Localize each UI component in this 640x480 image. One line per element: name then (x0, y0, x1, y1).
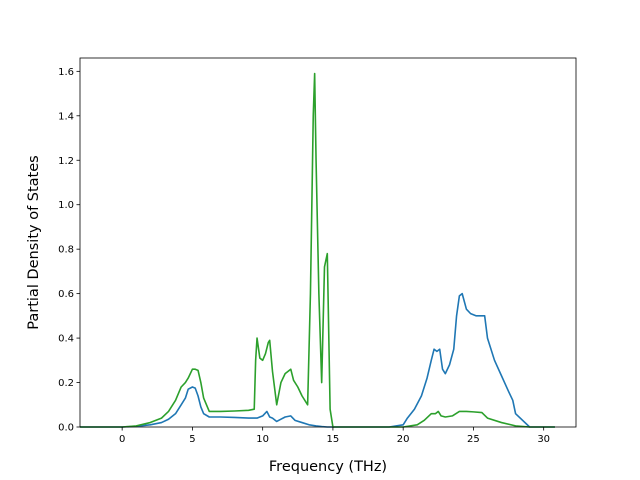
y-tick-label: 1.0 (58, 200, 74, 211)
x-tick-label: 30 (537, 434, 550, 445)
y-tick-label: 0.6 (58, 289, 74, 300)
series-line-1 (80, 292, 555, 428)
y-axis: 0.0 0.2 0.4 0.6 0.8 1.0 1.2 1.4 1.6 (58, 67, 80, 434)
y-tick-label: 0.4 (58, 334, 74, 345)
x-axis-label: Frequency (THz) (269, 459, 387, 475)
y-tick-label: 0.0 (58, 423, 74, 434)
plot-area (80, 72, 555, 428)
y-axis-label: Partial Density of States (26, 155, 42, 329)
y-tick-label: 1.2 (58, 156, 74, 167)
x-axis: 0 5 10 15 20 25 30 (119, 427, 550, 445)
y-tick-label: 0.8 (58, 245, 74, 256)
axes-frame (79, 57, 577, 428)
y-tick-label: 1.4 (58, 111, 74, 122)
x-tick-label: 25 (467, 434, 480, 445)
x-tick-label: 5 (189, 434, 195, 445)
y-tick-label: 1.6 (58, 67, 74, 78)
x-tick-label: 15 (327, 434, 340, 445)
x-tick-label: 20 (397, 434, 410, 445)
y-tick-label: 0.2 (58, 378, 74, 389)
series-line-2 (80, 72, 555, 428)
x-tick-label: 10 (256, 434, 269, 445)
x-tick-label: 0 (119, 434, 125, 445)
